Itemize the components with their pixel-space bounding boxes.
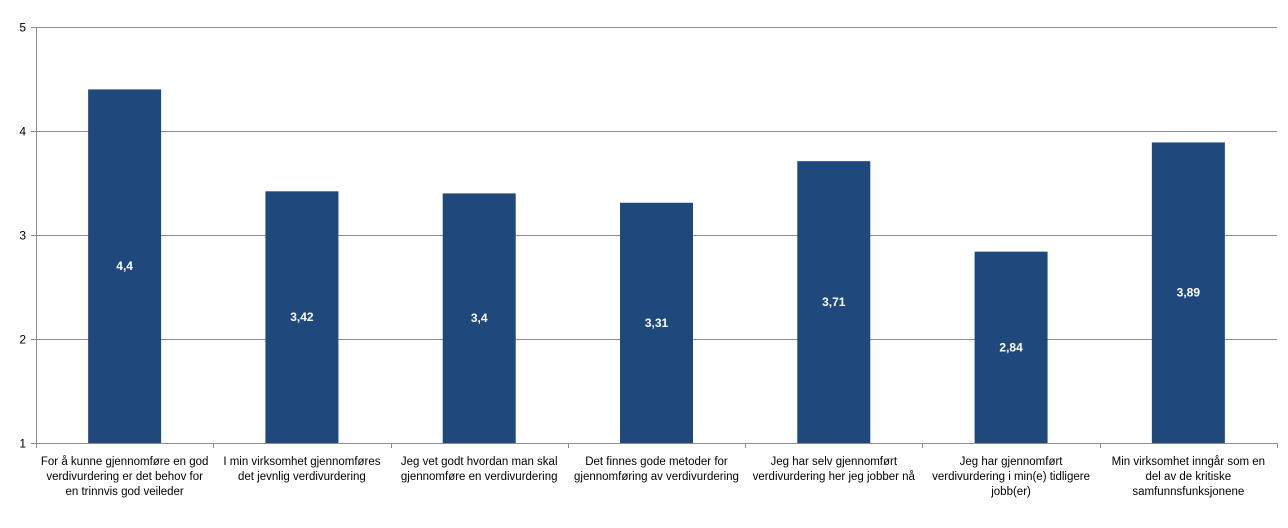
bar: [442, 193, 516, 443]
bar-data-label: 3,71: [822, 295, 846, 309]
x-tick-label: Jeg har selv gjennomført verdivurdering …: [752, 456, 915, 483]
bar: [265, 191, 339, 443]
x-tick-label: Det finnes gode metoder for gjennomførin…: [574, 456, 739, 483]
bar-data-label: 3,42: [290, 310, 314, 324]
x-tick-label: For å kunne gjennomføre en god verdivurd…: [40, 456, 209, 498]
bar-data-label: 2,84: [999, 340, 1023, 354]
y-tick-label: 5: [19, 21, 26, 35]
x-tick-label: I min virksomhet gjennomføres det jevnli…: [223, 456, 381, 483]
x-tick-label: Min virksomhet inngår som en del av de k…: [1111, 456, 1266, 498]
x-tick-label: Jeg vet godt hvordan man skal gjennomfør…: [400, 456, 558, 483]
y-tick-label: 4: [19, 125, 26, 139]
bar: [88, 89, 162, 444]
bar-data-label: 3,4: [471, 311, 488, 325]
bar-data-label: 4,4: [116, 259, 133, 273]
bar-data-label: 3,31: [645, 316, 669, 330]
y-axis-ticks: 1 2 3 4 5: [19, 21, 26, 451]
bar: [620, 202, 693, 443]
bars: 4,4 3,42 3,4 3,31 3,71 2,84 3,89: [88, 89, 1225, 444]
bar: [797, 161, 871, 443]
bar: [1151, 142, 1225, 443]
y-tick-label: 2: [19, 333, 26, 347]
y-tick-label: 3: [19, 229, 26, 243]
x-tick-label: Jeg har gjennomført verdivurdering i min…: [932, 456, 1090, 498]
bar: [974, 251, 1048, 443]
bar-data-label: 3,89: [1177, 286, 1201, 300]
y-tick-label: 1: [19, 437, 26, 451]
